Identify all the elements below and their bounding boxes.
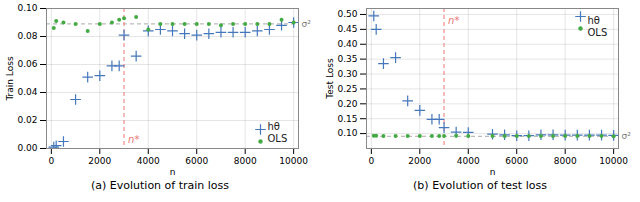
svg-text:OLS: OLS [268,133,288,144]
svg-text:0.25: 0.25 [337,84,357,94]
svg-text:0.08: 0.08 [17,31,37,41]
svg-text:n*: n* [128,134,139,145]
svg-text:4000: 4000 [457,156,480,166]
svg-text:0.04: 0.04 [17,87,37,97]
svg-text:0.45: 0.45 [337,24,357,34]
svg-text:hθ: hθ [268,121,280,132]
svg-text:0.40: 0.40 [337,39,357,49]
svg-text:2000: 2000 [408,156,431,166]
svg-text:n: n [170,167,176,177]
svg-text:Test Loss: Test Loss [325,58,335,100]
svg-text:0.10: 0.10 [337,128,357,138]
svg-text:0.06: 0.06 [17,59,37,69]
svg-text:10000: 10000 [599,156,628,166]
svg-text:σ²: σ² [302,19,312,29]
svg-text:10000: 10000 [279,156,308,166]
svg-text:8000: 8000 [554,156,577,166]
html-text:(a) Evolution of train loss: (a) Evolution of train loss [91,179,229,192]
svg-text:0.30: 0.30 [337,69,357,79]
svg-text:6000: 6000 [505,156,528,166]
svg-text:0: 0 [368,156,374,166]
svg-text:6000: 6000 [185,156,208,166]
svg-text:0.50: 0.50 [337,9,357,19]
svg-text:0.10: 0.10 [17,3,37,13]
svg-text:0.00: 0.00 [17,143,37,153]
svg-text:OLS: OLS [588,27,608,38]
svg-text:Train Loss: Train Loss [5,56,15,102]
svg-text:0.02: 0.02 [17,115,37,125]
svg-text:0: 0 [48,156,54,166]
html-text:(b) Evolution of test loss: (b) Evolution of test loss [413,179,547,192]
svg-text:0.35: 0.35 [337,54,357,64]
svg-text:hθ: hθ [588,15,600,26]
svg-text:8000: 8000 [234,156,257,166]
svg-text:4000: 4000 [137,156,160,166]
svg-text:2000: 2000 [88,156,111,166]
svg-text:n*: n* [448,15,459,26]
svg-text:n: n [490,167,496,177]
svg-text:σ²: σ² [622,131,632,141]
svg-text:0.15: 0.15 [337,114,357,124]
svg-text:0.20: 0.20 [337,99,357,109]
